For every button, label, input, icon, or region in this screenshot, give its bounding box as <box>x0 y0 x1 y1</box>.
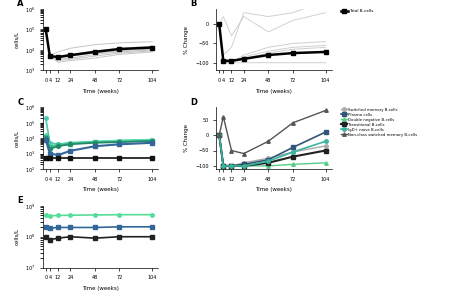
Y-axis label: cells/L: cells/L <box>14 228 19 245</box>
IgD+ naive B-cells <box>290 150 296 154</box>
Text: E: E <box>17 196 23 206</box>
NK Cells <box>92 236 98 240</box>
Double negative B-cells <box>241 164 246 168</box>
IgD+ naive B-cells <box>220 164 226 168</box>
Transitional B-cells <box>265 161 271 165</box>
Double negative B-cells <box>323 161 328 165</box>
Plasma cells <box>323 130 328 134</box>
Transitional B-cells <box>290 155 296 158</box>
Line: NK Cells: NK Cells <box>44 235 154 241</box>
IgD+ naive B-cells <box>228 164 234 168</box>
Double negative B-cells <box>265 164 271 168</box>
Text: B: B <box>191 0 197 8</box>
IgD+ naive B-cells <box>241 164 246 168</box>
CD4+ T-cell <box>117 213 122 216</box>
Line: Switched memory B-cells: Switched memory B-cells <box>218 133 328 168</box>
Double negative B-cells <box>228 164 234 168</box>
X-axis label: Time (weeks): Time (weeks) <box>82 88 119 93</box>
Transitional B-cells <box>220 164 226 168</box>
Non-class switched memory B-cells <box>228 149 234 152</box>
Y-axis label: % Change: % Change <box>184 124 190 152</box>
Y-axis label: % Change: % Change <box>184 26 190 54</box>
Line: Non-class switched memory B-cells: Non-class switched memory B-cells <box>218 109 328 155</box>
CD8+ T-cell <box>43 226 48 229</box>
Line: CD4+ T-cell: CD4+ T-cell <box>44 213 154 218</box>
Transitional B-cells <box>323 149 328 152</box>
Total B-cells <box>290 51 296 55</box>
NK Cells <box>67 235 73 238</box>
CD8+ T-cell <box>47 226 53 230</box>
Legend: Total B-cells: Total B-cells <box>340 8 375 15</box>
Y-axis label: cells/L: cells/L <box>14 130 19 147</box>
Total B-cells <box>265 53 271 57</box>
NK Cells <box>149 235 155 238</box>
NK Cells <box>55 236 61 240</box>
Text: A: A <box>17 0 24 8</box>
Non-class switched memory B-cells <box>241 152 246 155</box>
Transitional B-cells <box>228 164 234 168</box>
Non-class switched memory B-cells <box>216 133 222 137</box>
Total B-cells <box>323 50 328 54</box>
Switched memory B-cells <box>265 156 271 160</box>
Total B-cells <box>220 59 226 63</box>
Transitional B-cells <box>216 133 222 137</box>
Plasma cells <box>220 164 226 168</box>
CD8+ T-cell <box>149 225 155 228</box>
X-axis label: Time (weeks): Time (weeks) <box>82 286 119 291</box>
Switched memory B-cells <box>228 164 234 168</box>
Non-class switched memory B-cells <box>323 109 328 112</box>
Plasma cells <box>216 133 222 137</box>
Plasma cells <box>228 164 234 168</box>
Switched memory B-cells <box>290 150 296 154</box>
CD4+ T-cell <box>55 214 61 217</box>
CD4+ T-cell <box>43 213 48 217</box>
Line: Plasma cells: Plasma cells <box>218 130 328 168</box>
Text: C: C <box>17 98 23 107</box>
Legend: Switched memory B-cells, Plasma cells, Double negative B-cells, Transitional B-c: Switched memory B-cells, Plasma cells, D… <box>339 106 419 138</box>
Text: D: D <box>191 98 198 107</box>
CD4+ T-cell <box>47 214 53 218</box>
CD8+ T-cell <box>55 226 61 229</box>
Switched memory B-cells <box>216 133 222 137</box>
Double negative B-cells <box>216 133 222 137</box>
Plasma cells <box>290 146 296 149</box>
CD4+ T-cell <box>92 213 98 217</box>
Total B-cells <box>216 22 222 26</box>
Switched memory B-cells <box>323 144 328 148</box>
NK Cells <box>47 238 53 241</box>
IgD+ naive B-cells <box>265 160 271 163</box>
Y-axis label: cells/L: cells/L <box>14 31 19 48</box>
Total B-cells <box>241 57 246 61</box>
IgD+ naive B-cells <box>323 139 328 143</box>
Double negative B-cells <box>290 163 296 166</box>
Double negative B-cells <box>220 164 226 168</box>
X-axis label: Time (weeks): Time (weeks) <box>82 187 119 192</box>
CD4+ T-cell <box>67 213 73 217</box>
IgD+ naive B-cells <box>216 133 222 137</box>
X-axis label: Time (weeks): Time (weeks) <box>255 187 292 192</box>
Plasma cells <box>241 163 246 166</box>
NK Cells <box>117 235 122 238</box>
Total B-cells <box>228 59 234 63</box>
CD8+ T-cell <box>67 226 73 229</box>
Transitional B-cells <box>241 164 246 168</box>
Line: Double negative B-cells: Double negative B-cells <box>218 133 328 168</box>
Non-class switched memory B-cells <box>220 115 226 118</box>
Non-class switched memory B-cells <box>290 121 296 125</box>
X-axis label: Time (weeks): Time (weeks) <box>255 88 292 93</box>
Switched memory B-cells <box>220 164 226 168</box>
CD4+ T-cell <box>149 213 155 216</box>
Non-class switched memory B-cells <box>265 139 271 143</box>
Switched memory B-cells <box>241 161 246 165</box>
Line: CD8+ T-cell: CD8+ T-cell <box>44 225 154 230</box>
CD8+ T-cell <box>117 225 122 228</box>
Line: Transitional B-cells: Transitional B-cells <box>218 133 328 168</box>
NK Cells <box>43 235 48 238</box>
Plasma cells <box>265 158 271 161</box>
Line: Total B-cells: Total B-cells <box>218 22 328 63</box>
Line: IgD+ naive B-cells: IgD+ naive B-cells <box>218 133 328 168</box>
CD8+ T-cell <box>92 226 98 229</box>
